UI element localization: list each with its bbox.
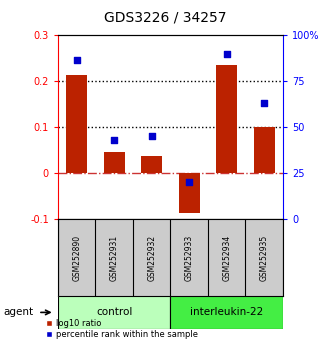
Text: GDS3226 / 34257: GDS3226 / 34257 [104, 11, 227, 25]
Point [187, 179, 192, 184]
Bar [104, 152, 124, 173]
Text: GSM252933: GSM252933 [185, 234, 194, 281]
Point [112, 137, 117, 143]
Text: GSM252932: GSM252932 [147, 234, 156, 281]
Bar [216, 65, 237, 173]
Text: GSM252934: GSM252934 [222, 234, 231, 281]
Point [74, 57, 79, 63]
Bar [254, 127, 274, 173]
Point [224, 51, 229, 57]
Text: GSM252890: GSM252890 [72, 234, 81, 281]
Bar [179, 173, 200, 212]
Legend: log10 ratio, percentile rank within the sample: log10 ratio, percentile rank within the … [46, 319, 198, 339]
Bar [58, 296, 170, 329]
Text: GSM252931: GSM252931 [110, 234, 119, 281]
Text: interleukin-22: interleukin-22 [190, 307, 263, 318]
Text: agent: agent [3, 307, 33, 318]
Bar [66, 74, 87, 173]
Text: GSM252935: GSM252935 [260, 234, 269, 281]
Text: control: control [96, 307, 132, 318]
Bar [141, 156, 162, 173]
Bar [170, 296, 283, 329]
Point [149, 133, 154, 138]
Point [261, 100, 267, 105]
